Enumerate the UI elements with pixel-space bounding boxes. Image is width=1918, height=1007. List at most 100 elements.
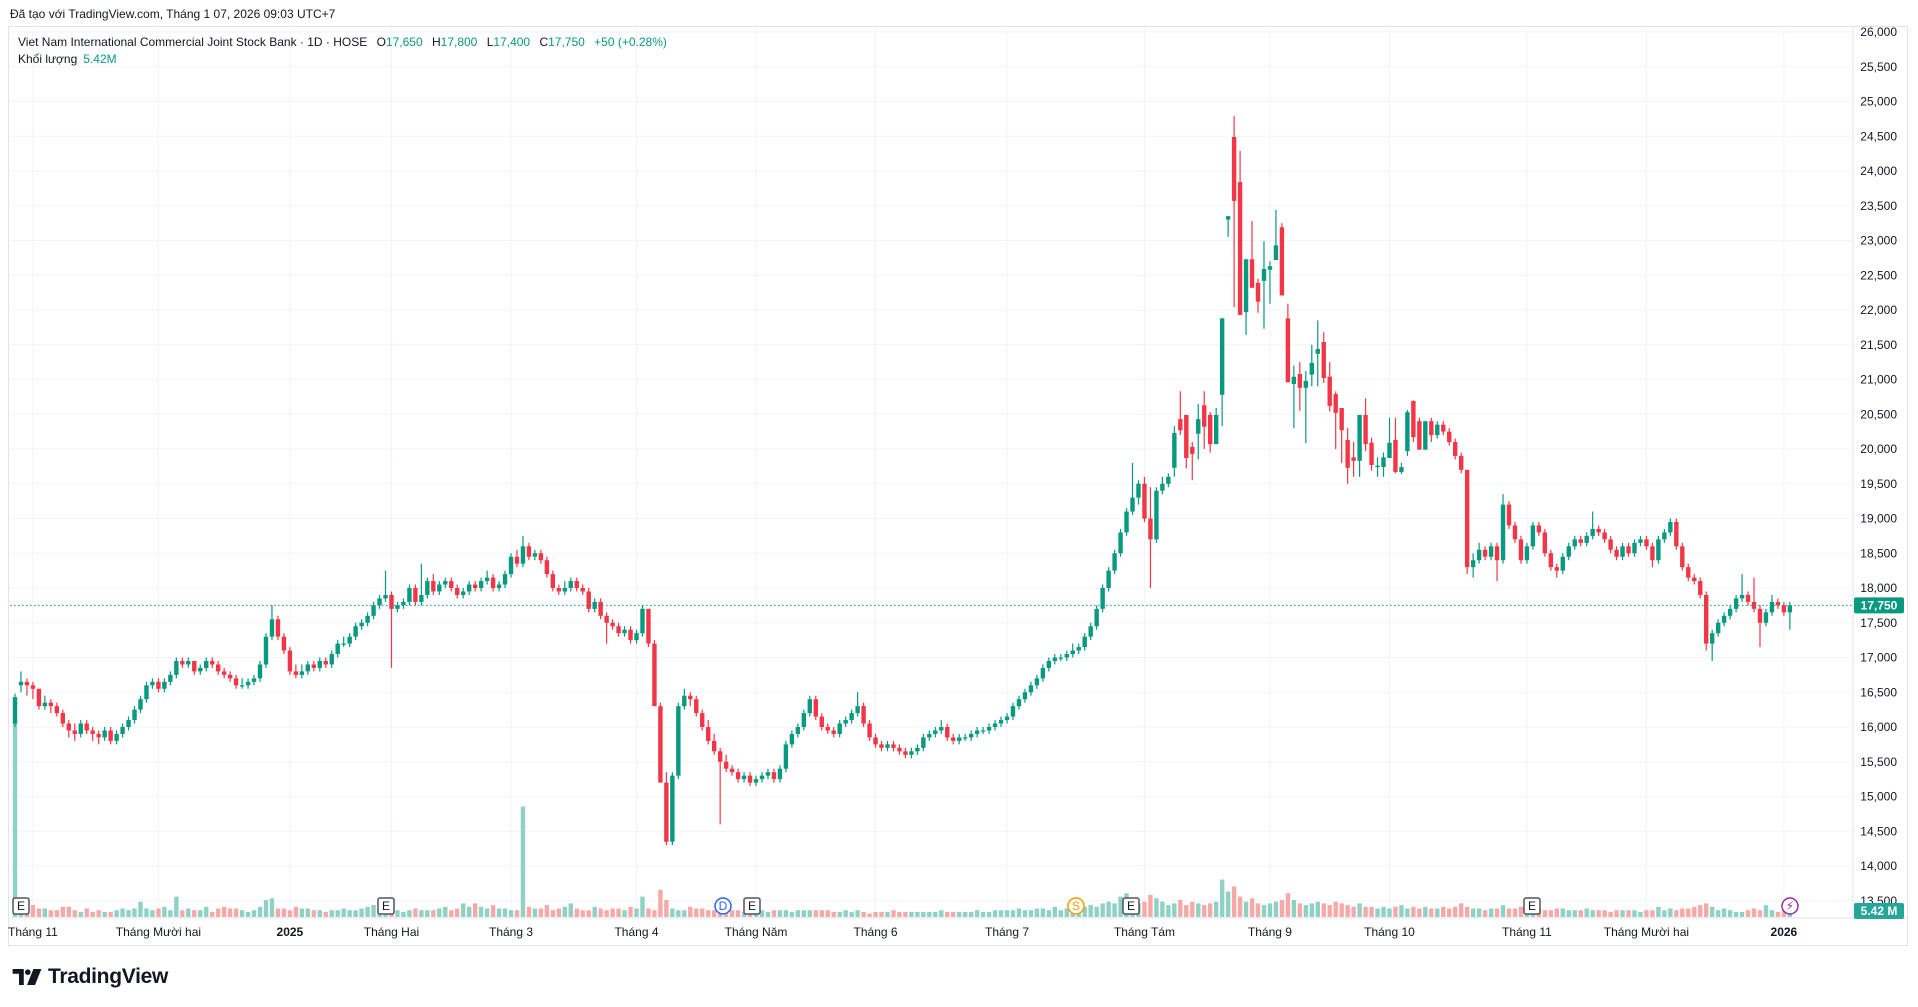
candle[interactable] xyxy=(1668,518,1673,536)
candle[interactable] xyxy=(1739,574,1745,602)
candle[interactable] xyxy=(1560,553,1565,575)
candle[interactable] xyxy=(48,699,54,714)
candle[interactable] xyxy=(299,664,305,679)
candle[interactable] xyxy=(401,598,406,609)
candle[interactable] xyxy=(1261,241,1267,329)
candle[interactable] xyxy=(544,556,550,578)
candle[interactable] xyxy=(604,612,609,644)
candle[interactable] xyxy=(1106,567,1111,592)
candle[interactable] xyxy=(1608,535,1613,554)
candle[interactable] xyxy=(36,688,42,710)
candle[interactable] xyxy=(783,740,789,773)
candle[interactable] xyxy=(1052,654,1058,665)
candle[interactable] xyxy=(389,591,394,668)
candle[interactable] xyxy=(245,678,251,689)
candle[interactable] xyxy=(1482,546,1488,561)
candle[interactable] xyxy=(1435,421,1440,439)
candle[interactable] xyxy=(30,681,36,700)
candle[interactable] xyxy=(96,730,101,745)
candle[interactable] xyxy=(233,674,239,689)
candle[interactable] xyxy=(538,549,544,564)
candle[interactable] xyxy=(921,733,926,752)
candle[interactable] xyxy=(741,772,747,783)
candle[interactable] xyxy=(347,633,352,648)
candle[interactable] xyxy=(514,549,520,568)
candle[interactable] xyxy=(1046,657,1052,672)
candle[interactable] xyxy=(1208,412,1213,453)
candle[interactable] xyxy=(395,601,400,613)
candle[interactable] xyxy=(126,716,131,731)
candle[interactable] xyxy=(986,723,992,734)
candle[interactable] xyxy=(1638,535,1643,547)
candle[interactable] xyxy=(616,622,621,637)
candle[interactable] xyxy=(1100,584,1105,613)
candle[interactable] xyxy=(496,581,502,592)
candle[interactable] xyxy=(628,626,633,644)
candle[interactable] xyxy=(305,660,311,675)
candle[interactable] xyxy=(1243,259,1249,336)
candle[interactable] xyxy=(1512,521,1518,543)
candle[interactable] xyxy=(723,754,729,773)
candle[interactable] xyxy=(658,702,663,783)
candle[interactable] xyxy=(1112,549,1117,575)
candle[interactable] xyxy=(1686,563,1691,582)
candle[interactable] xyxy=(1285,303,1291,383)
candle[interactable] xyxy=(1656,535,1661,564)
candle[interactable] xyxy=(24,678,30,696)
candle[interactable] xyxy=(807,695,813,717)
candle[interactable] xyxy=(1351,442,1356,477)
candle[interactable] xyxy=(861,702,866,727)
candle[interactable] xyxy=(759,772,765,783)
candle[interactable] xyxy=(508,553,514,578)
candle[interactable] xyxy=(1602,528,1607,543)
candle[interactable] xyxy=(640,605,645,637)
candle[interactable] xyxy=(1727,605,1733,620)
candle[interactable] xyxy=(867,720,872,741)
candle[interactable] xyxy=(1160,476,1165,495)
candle[interactable] xyxy=(1692,574,1697,585)
candle[interactable] xyxy=(102,727,107,741)
candle[interactable] xyxy=(1082,633,1087,651)
candle[interactable] xyxy=(1267,261,1273,304)
candle[interactable] xyxy=(90,727,95,741)
candle[interactable] xyxy=(1393,417,1398,474)
lightning-icon[interactable]: ⚡ xyxy=(1781,897,1799,915)
split-icon[interactable]: S xyxy=(1067,897,1085,915)
candle[interactable] xyxy=(1464,469,1470,575)
candle[interactable] xyxy=(413,584,418,606)
candle[interactable] xyxy=(664,772,669,846)
candle[interactable] xyxy=(789,730,795,748)
candle[interactable] xyxy=(1016,695,1022,710)
candle[interactable] xyxy=(383,570,388,602)
candle[interactable] xyxy=(281,633,287,655)
candle[interactable] xyxy=(1506,501,1512,529)
candle[interactable] xyxy=(1524,542,1530,564)
candle[interactable] xyxy=(437,581,442,595)
candle[interactable] xyxy=(1070,643,1075,658)
candle[interactable] xyxy=(1644,535,1649,550)
candle[interactable] xyxy=(753,775,759,787)
candle[interactable] xyxy=(78,720,83,738)
candle[interactable] xyxy=(968,730,974,741)
candle[interactable] xyxy=(210,657,215,668)
candle[interactable] xyxy=(12,693,18,727)
candle[interactable] xyxy=(490,574,496,592)
candle[interactable] xyxy=(1357,414,1362,477)
candle[interactable] xyxy=(520,535,526,568)
candle[interactable] xyxy=(682,688,687,710)
candle[interactable] xyxy=(652,640,657,707)
candle[interactable] xyxy=(1542,528,1548,557)
candle[interactable] xyxy=(1500,494,1506,564)
candle[interactable] xyxy=(257,660,263,682)
candle[interactable] xyxy=(939,720,944,734)
candle[interactable] xyxy=(1130,462,1135,516)
candle[interactable] xyxy=(1536,521,1542,536)
candle[interactable] xyxy=(1076,643,1081,655)
candle[interactable] xyxy=(1704,591,1709,651)
candle[interactable] xyxy=(1632,539,1637,557)
candle[interactable] xyxy=(1213,407,1219,445)
candle[interactable] xyxy=(1064,650,1069,661)
candle[interactable] xyxy=(622,626,627,637)
candle[interactable] xyxy=(813,695,818,721)
